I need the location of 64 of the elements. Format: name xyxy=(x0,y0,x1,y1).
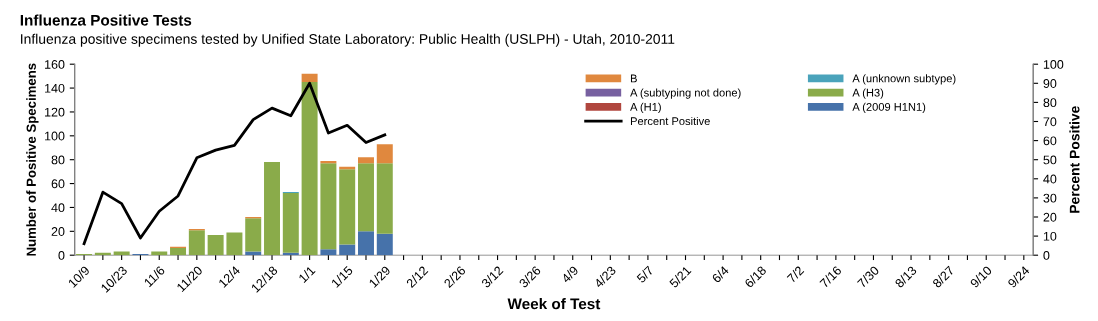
y-tick-label: 80 xyxy=(51,155,65,165)
y-tick-label: 0 xyxy=(58,251,65,260)
x-axis-title: Week of Test xyxy=(507,298,601,310)
y-axis-title: Number of Positive Specimens xyxy=(26,63,39,256)
legend-label: A (subtyping not done) xyxy=(630,88,741,99)
y-tick-label: 140 xyxy=(45,83,65,93)
x-tick-label: 9/10 xyxy=(969,265,993,289)
x-tick-label: 5/7 xyxy=(635,265,654,284)
y-tick-label: 40 xyxy=(51,203,65,213)
bar xyxy=(207,234,224,256)
bar xyxy=(320,163,337,250)
bar xyxy=(358,157,374,164)
y-tick-label: 20 xyxy=(51,227,65,236)
y2-tick-label: 10 xyxy=(1043,231,1057,241)
y-tick-label: 120 xyxy=(45,107,65,117)
bar xyxy=(339,244,356,256)
y2-tick-label: 40 xyxy=(1043,174,1057,184)
bar xyxy=(358,163,374,232)
y2-tick-label: 90 xyxy=(1043,79,1057,88)
x-tick-label: 4/9 xyxy=(560,265,579,284)
legend-label: Percent Positive xyxy=(630,116,710,126)
bar xyxy=(264,162,280,256)
y2-tick-label: 0 xyxy=(1043,251,1050,260)
legend-label: A (H3) xyxy=(852,88,884,99)
x-tick-label: 7/2 xyxy=(786,265,805,284)
bar xyxy=(376,233,393,256)
bar xyxy=(376,163,393,234)
x-tick-label: 1/1 xyxy=(297,265,316,284)
y2-tick-label: 60 xyxy=(1043,136,1057,146)
x-tick-label: 5/21 xyxy=(668,265,692,289)
bar xyxy=(282,193,299,253)
bar xyxy=(226,232,243,256)
y2-tick-label: 30 xyxy=(1043,193,1057,203)
bar xyxy=(245,218,262,252)
x-tick-label: 7/30 xyxy=(856,265,880,289)
x-tick-label: 11/6 xyxy=(143,265,166,288)
y2-tick-label: 100 xyxy=(1043,60,1064,69)
bar xyxy=(301,73,318,83)
bar xyxy=(188,230,205,256)
chart-title: Influenza Positive Tests xyxy=(20,14,192,26)
x-tick-label: 6/4 xyxy=(711,265,730,284)
legend-label: A (unknown subtype) xyxy=(852,74,956,85)
x-tick-label: 7/16 xyxy=(819,265,842,289)
bar xyxy=(170,248,187,256)
line-series xyxy=(82,81,387,246)
legend-label: A (H1) xyxy=(630,102,661,114)
y2-tick-label: 50 xyxy=(1043,155,1057,165)
bar xyxy=(320,249,337,256)
y2-tick-label: 20 xyxy=(1043,212,1057,222)
y-tick-label: 100 xyxy=(45,131,65,141)
bar xyxy=(358,231,374,256)
y-tick-label: 160 xyxy=(45,60,65,69)
chart-subtitle: Influenza positive specimens tested by Unified State Laboratory: Public Health (USLPH) - Utah, 2010-2011 xyxy=(21,33,675,47)
bar xyxy=(301,82,318,256)
y2-tick-label: 80 xyxy=(1043,98,1057,108)
x-tick-label: 4/23 xyxy=(593,265,617,289)
legend-label: B xyxy=(630,74,637,83)
x-tick-label: 6/18 xyxy=(743,265,767,289)
y2-axis-title: Percent Positive xyxy=(1069,106,1080,213)
y2-tick-label: 70 xyxy=(1043,117,1057,127)
bar xyxy=(376,144,393,164)
legend-label: A (2009 H1N1) xyxy=(852,102,926,114)
y-tick-label: 60 xyxy=(51,179,65,189)
bar xyxy=(339,169,356,245)
